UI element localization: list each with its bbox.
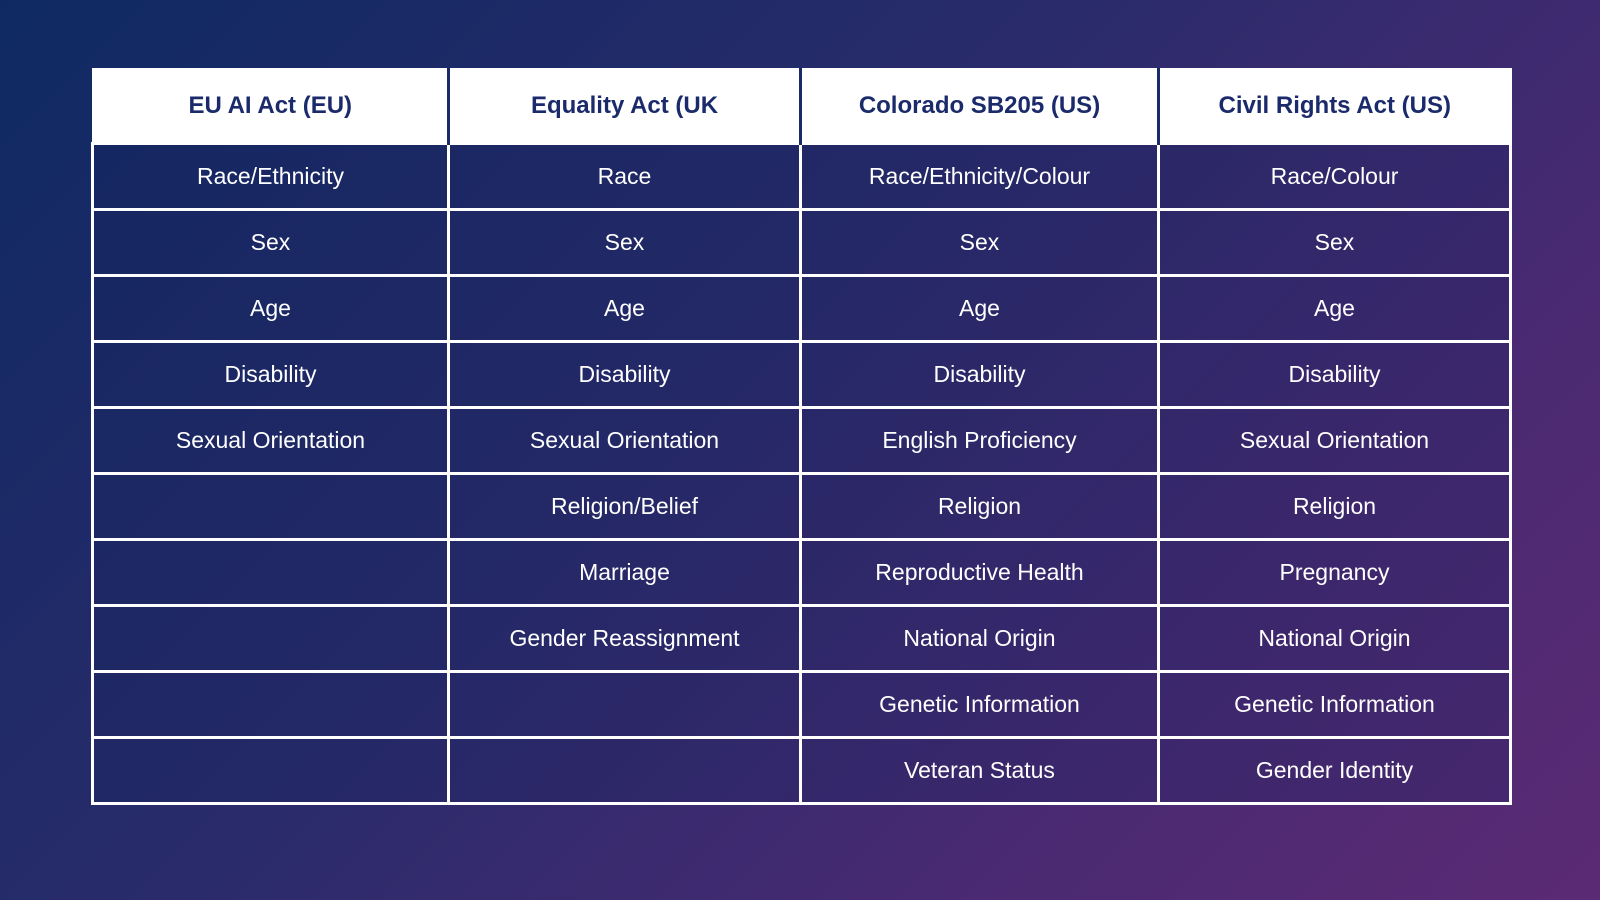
table-cell: Genetic Information xyxy=(799,670,1160,739)
table-row: Sexual Orientation Sexual Orientation En… xyxy=(91,406,1512,475)
table-row: Age Age Age Age xyxy=(91,274,1512,343)
table-cell: National Origin xyxy=(799,604,1160,673)
table-cell: Disability xyxy=(447,340,802,409)
table-body: Race/Ethnicity Race Race/Ethnicity/Colou… xyxy=(91,142,1512,805)
table-row: Marriage Reproductive Health Pregnancy xyxy=(91,538,1512,607)
table-cell xyxy=(447,670,802,739)
table-cell: Age xyxy=(799,274,1160,343)
table-cell: Sex xyxy=(799,208,1160,277)
table-cell: Religion xyxy=(799,472,1160,541)
protected-characteristics-table: EU AI Act (EU) Equality Act (UK Colorado… xyxy=(91,68,1512,805)
table-cell: Sex xyxy=(447,208,802,277)
table-row: Disability Disability Disability Disabil… xyxy=(91,340,1512,409)
table-row: Genetic Information Genetic Information xyxy=(91,670,1512,739)
table-cell: Age xyxy=(91,274,450,343)
table-cell: Sexual Orientation xyxy=(91,406,450,475)
table-cell: Sex xyxy=(1157,208,1512,277)
table-cell: Religion/Belief xyxy=(447,472,802,541)
table-row: Race/Ethnicity Race Race/Ethnicity/Colou… xyxy=(91,142,1512,211)
comparison-table-container: EU AI Act (EU) Equality Act (UK Colorado… xyxy=(91,68,1512,805)
table-cell: Gender Identity xyxy=(1157,736,1512,805)
table-cell: Disability xyxy=(1157,340,1512,409)
table-row: Veteran Status Gender Identity xyxy=(91,736,1512,805)
table-cell: Race/Ethnicity/Colour xyxy=(799,142,1160,211)
header-row: EU AI Act (EU) Equality Act (UK Colorado… xyxy=(91,68,1512,145)
table-cell: Race/Ethnicity xyxy=(91,142,450,211)
table-cell: Pregnancy xyxy=(1157,538,1512,607)
table-row: Gender Reassignment National Origin Nati… xyxy=(91,604,1512,673)
table-cell xyxy=(91,604,450,673)
table-cell: Race/Colour xyxy=(1157,142,1512,211)
table-cell: Sexual Orientation xyxy=(1157,406,1512,475)
table-cell xyxy=(91,736,450,805)
table-cell xyxy=(91,538,450,607)
header-colorado-sb205: Colorado SB205 (US) xyxy=(799,68,1160,145)
table-row: Religion/Belief Religion Religion xyxy=(91,472,1512,541)
header-equality-act: Equality Act (UK xyxy=(447,68,802,145)
table-cell: Race xyxy=(447,142,802,211)
table-cell: Veteran Status xyxy=(799,736,1160,805)
table-cell: Age xyxy=(1157,274,1512,343)
table-cell: National Origin xyxy=(1157,604,1512,673)
table-row: Sex Sex Sex Sex xyxy=(91,208,1512,277)
table-cell: Disability xyxy=(91,340,450,409)
table-cell: Reproductive Health xyxy=(799,538,1160,607)
header-eu-ai-act: EU AI Act (EU) xyxy=(91,68,450,145)
table-cell xyxy=(91,670,450,739)
table-cell: Genetic Information xyxy=(1157,670,1512,739)
table-cell: Disability xyxy=(799,340,1160,409)
table-cell xyxy=(91,472,450,541)
table-cell: Marriage xyxy=(447,538,802,607)
table-cell: English Proficiency xyxy=(799,406,1160,475)
table-cell: Sexual Orientation xyxy=(447,406,802,475)
table-cell: Sex xyxy=(91,208,450,277)
header-civil-rights-act: Civil Rights Act (US) xyxy=(1157,68,1512,145)
table-header: EU AI Act (EU) Equality Act (UK Colorado… xyxy=(91,68,1512,145)
table-cell xyxy=(447,736,802,805)
table-cell: Gender Reassignment xyxy=(447,604,802,673)
table-cell: Religion xyxy=(1157,472,1512,541)
table-cell: Age xyxy=(447,274,802,343)
